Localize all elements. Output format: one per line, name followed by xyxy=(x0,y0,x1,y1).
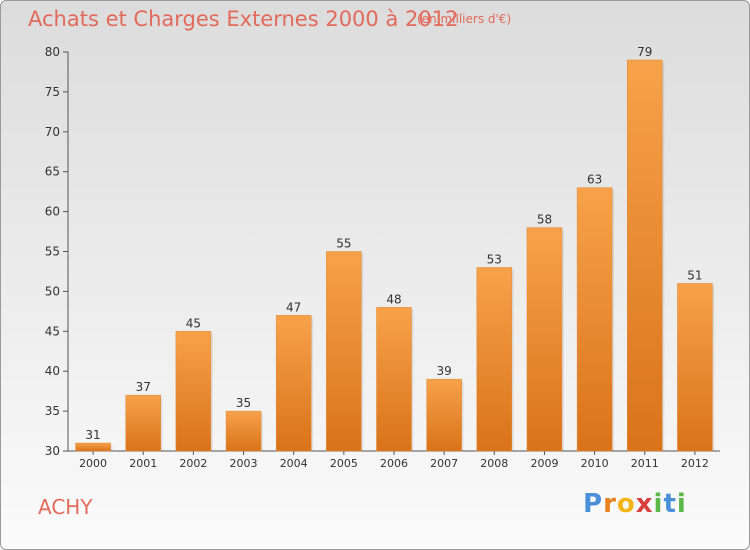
x-tick-label: 2009 xyxy=(530,457,558,470)
y-tick-label: 40 xyxy=(45,364,60,378)
bar xyxy=(75,442,111,452)
chart-subtitle: (en milliers d'€) xyxy=(417,12,512,26)
y-tick-label: 75 xyxy=(45,85,60,99)
bar xyxy=(125,394,161,452)
bar-value-label: 47 xyxy=(286,300,301,314)
bar-value-label: 31 xyxy=(85,428,100,442)
bar-value-label: 48 xyxy=(386,292,401,306)
y-tick-label: 50 xyxy=(45,284,60,298)
bar-value-label: 51 xyxy=(687,268,702,282)
bar-value-label: 39 xyxy=(437,364,452,378)
x-tick-label: 2004 xyxy=(280,457,308,470)
bar xyxy=(426,378,462,452)
x-tick-label: 2001 xyxy=(129,457,157,470)
bar-value-label: 45 xyxy=(186,316,201,330)
commune-name: ACHY xyxy=(38,495,93,519)
x-tick-label: 2010 xyxy=(581,457,609,470)
bar-value-label: 63 xyxy=(587,173,602,187)
bar xyxy=(225,410,262,452)
bar xyxy=(175,331,212,452)
y-tick-label: 35 xyxy=(45,404,60,418)
x-tick-label: 2000 xyxy=(79,457,107,470)
x-tick-label: 2003 xyxy=(230,457,258,470)
y-tick-label: 80 xyxy=(45,45,60,59)
y-tick-label: 55 xyxy=(45,245,60,259)
y-tick-label: 65 xyxy=(45,165,60,179)
bar-value-label: 35 xyxy=(236,396,251,410)
x-tick-label: 2008 xyxy=(480,457,508,470)
proxiti-logo[interactable]: Proxiti xyxy=(583,489,687,519)
x-tick-label: 2006 xyxy=(380,457,408,470)
x-tick-label: 2011 xyxy=(631,457,659,470)
bar xyxy=(275,315,312,452)
bar xyxy=(526,227,563,452)
x-tick-label: 2007 xyxy=(430,457,458,470)
x-tick-label: 2012 xyxy=(681,457,709,470)
value-labels: 31 37 45 35 47 55 48 39 53 58 63 79 51 xyxy=(85,45,702,442)
bar-value-label: 79 xyxy=(637,45,652,59)
bar xyxy=(476,267,513,452)
bar xyxy=(376,307,412,452)
y-tick-label: 60 xyxy=(45,205,60,219)
y-tick-label: 70 xyxy=(45,125,60,139)
bar-value-label: 58 xyxy=(537,213,552,227)
x-tick-label: 2002 xyxy=(179,457,207,470)
bars xyxy=(75,59,715,452)
bar xyxy=(627,59,663,452)
y-tick-label: 30 xyxy=(45,444,60,458)
bar xyxy=(326,251,362,452)
bar xyxy=(677,283,713,452)
axes: 30 35 40 45 50 55 60 65 70 75 80 2000 2001 2002 2003 20… xyxy=(45,45,720,470)
bar-value-label: 53 xyxy=(487,252,502,266)
bar-value-label: 55 xyxy=(336,237,351,251)
bar-value-label: 37 xyxy=(136,380,151,394)
chart-title: Achats et Charges Externes 2000 à 2012 xyxy=(28,7,459,31)
y-tick-label: 45 xyxy=(45,324,60,338)
x-tick-label: 2005 xyxy=(330,457,358,470)
bar xyxy=(576,187,613,452)
